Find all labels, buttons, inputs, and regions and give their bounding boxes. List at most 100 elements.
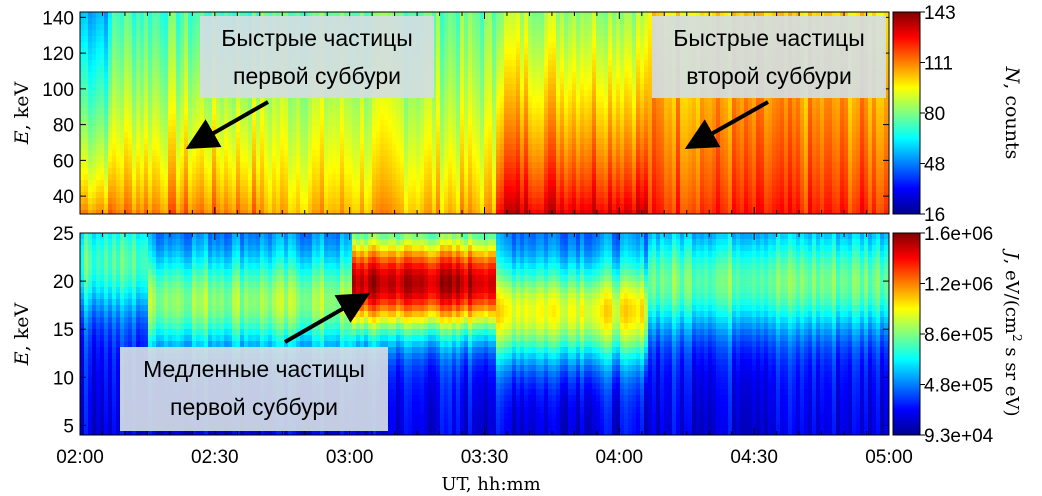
- heatmap-cell: [192, 180, 197, 187]
- heatmap-cell: [504, 102, 509, 109]
- heatmap-cell: [616, 78, 621, 85]
- heatmap-cell: [568, 72, 573, 79]
- heatmap-cell: [512, 18, 517, 25]
- heatmap-cell: [548, 30, 553, 37]
- heatmap-cell: [504, 150, 509, 157]
- heatmap-cell: [604, 102, 609, 109]
- heatmap-cell: [104, 180, 109, 187]
- heatmap-cell: [240, 174, 245, 181]
- heatmap-cell: [300, 138, 305, 145]
- heatmap-cell: [108, 84, 113, 91]
- heatmap-cell: [588, 12, 593, 19]
- heatmap-cell: [448, 78, 453, 85]
- heatmap-cell: [336, 114, 341, 121]
- heatmap-cell: [636, 186, 641, 193]
- heatmap-cell: [580, 162, 585, 169]
- heatmap-cell: [660, 150, 665, 157]
- heatmap-cell: [620, 54, 625, 61]
- heatmap-cell: [548, 198, 553, 205]
- heatmap-cell: [444, 96, 449, 103]
- heatmap-cell: [144, 12, 149, 19]
- heatmap-cell: [212, 102, 217, 109]
- heatmap-cell: [380, 126, 385, 133]
- heatmap-cell: [580, 84, 585, 91]
- heatmap-cell: [644, 144, 649, 151]
- heatmap-cell: [412, 186, 417, 193]
- heatmap-cell: [80, 180, 85, 187]
- heatmap-cell: [476, 150, 481, 157]
- heatmap-cell: [540, 108, 545, 115]
- heatmap-cell: [220, 204, 225, 211]
- heatmap-cell: [632, 54, 637, 61]
- heatmap-cell: [188, 192, 193, 199]
- heatmap-cell: [644, 192, 649, 199]
- heatmap-cell: [92, 78, 97, 85]
- heatmap-cell: [660, 126, 665, 133]
- heatmap-cell: [360, 144, 365, 151]
- heatmap-cell: [644, 18, 649, 25]
- heatmap-cell: [508, 120, 513, 127]
- heatmap-cell: [156, 30, 161, 37]
- heatmap-cell: [388, 150, 393, 157]
- heatmap-cell: [356, 156, 361, 163]
- heatmap-cell: [524, 126, 529, 133]
- heatmap-cell: [108, 96, 113, 103]
- heatmap-cell: [632, 204, 637, 211]
- heatmap-cell: [576, 114, 581, 121]
- heatmap-cell: [440, 66, 445, 73]
- heatmap-cell: [512, 180, 517, 187]
- heatmap-cell: [128, 60, 133, 67]
- heatmap-cell: [144, 78, 149, 85]
- heatmap-cell: [164, 84, 169, 91]
- heatmap-cell: [536, 84, 541, 91]
- heatmap-cell: [500, 72, 505, 79]
- heatmap-cell: [452, 204, 457, 211]
- heatmap-cell: [192, 42, 197, 49]
- heatmap-cell: [140, 18, 145, 25]
- heatmap-cell: [468, 180, 473, 187]
- heatmap-cell: [204, 114, 209, 121]
- heatmap-cell: [144, 132, 149, 139]
- heatmap-cell: [316, 138, 321, 145]
- heatmap-cell: [464, 210, 469, 214]
- heatmap-cell: [416, 144, 421, 151]
- heatmap-cell: [448, 138, 453, 145]
- heatmap-cell: [204, 168, 209, 175]
- heatmap-cell: [440, 168, 445, 175]
- heatmap-cell: [160, 180, 165, 187]
- heatmap-cell: [588, 24, 593, 31]
- heatmap-cell: [268, 180, 273, 187]
- heatmap-cell: [468, 174, 473, 181]
- heatmap-cell: [148, 12, 153, 19]
- heatmap-cell: [216, 156, 221, 163]
- heatmap-cell: [516, 138, 521, 145]
- heatmap-cell: [396, 102, 401, 109]
- heatmap-cell: [432, 12, 437, 19]
- heatmap-cell: [620, 12, 625, 19]
- heatmap-cell: [408, 12, 413, 19]
- heatmap-cell: [180, 156, 185, 163]
- heatmap-cell: [656, 144, 661, 151]
- heatmap-cell: [132, 24, 137, 31]
- heatmap-cell: [152, 72, 157, 79]
- heatmap-cell: [192, 168, 197, 175]
- heatmap-cell: [384, 108, 389, 115]
- heatmap-cell: [476, 102, 481, 109]
- heatmap-cell: [352, 156, 357, 163]
- heatmap-cell: [80, 72, 85, 79]
- heatmap-cell: [292, 132, 297, 139]
- heatmap-cell: [508, 210, 513, 214]
- heatmap-cell: [564, 78, 569, 85]
- heatmap-cell: [596, 96, 601, 103]
- heatmap-cell: [84, 144, 89, 151]
- heatmap-cell: [600, 66, 605, 73]
- heatmap-cell: [184, 96, 189, 103]
- heatmap-cell: [520, 84, 525, 91]
- heatmap-cell: [108, 30, 113, 37]
- heatmap-cell: [332, 138, 337, 145]
- heatmap-cell: [520, 186, 525, 193]
- heatmap-cell: [248, 204, 253, 211]
- heatmap-cell: [152, 198, 157, 205]
- heatmap-cell: [444, 36, 449, 43]
- heatmap-cell: [188, 168, 193, 175]
